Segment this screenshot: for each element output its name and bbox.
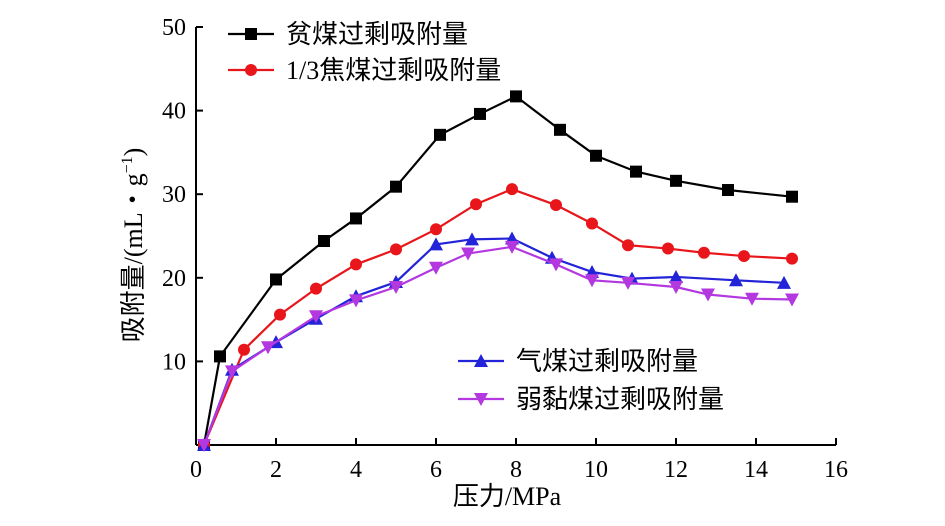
y-axis-title-main: 吸附量/(mL・g [119, 173, 148, 342]
data-point [309, 310, 323, 324]
data-point [474, 107, 486, 120]
ticks: 0 2 4 6 8 10 12 14 16 10 20 30 40 50 [162, 15, 848, 483]
data-point [786, 252, 798, 265]
series-line [202, 188, 793, 446]
legend-entry-3: 气煤过剩吸附量 [458, 347, 698, 376]
data-point [197, 439, 211, 452]
legend-marker [245, 64, 257, 76]
series-line [202, 245, 793, 446]
series-line [202, 237, 785, 446]
legend-marker [474, 393, 488, 406]
x-tick-label: 8 [510, 457, 522, 483]
data-point [630, 165, 642, 178]
data-point [349, 294, 363, 308]
y-tick-label: 30 [162, 182, 186, 208]
data-point [549, 258, 563, 272]
legend-entry-4: 弱黏煤过剩吸附量 [458, 385, 724, 414]
data-point [738, 250, 750, 263]
x-tick-label: 2 [270, 457, 282, 483]
series-layer [197, 90, 799, 452]
y-tick-label: 40 [162, 99, 186, 125]
data-point [550, 199, 562, 212]
data-point [590, 149, 602, 162]
series-4 [197, 240, 799, 452]
data-point [350, 212, 362, 225]
data-point [729, 273, 743, 287]
data-point [390, 243, 402, 256]
data-point [390, 180, 402, 193]
data-point [505, 240, 519, 254]
legend-label: 贫煤过剩吸附量 [286, 20, 468, 49]
data-point [261, 341, 275, 355]
axes [195, 27, 836, 446]
y-axis-title-superscript: −1 [119, 156, 136, 173]
y-tick-label: 20 [162, 266, 186, 292]
legend-label: 弱黏煤过剩吸附量 [516, 385, 724, 414]
data-point [465, 232, 479, 246]
x-tick-label: 12 [664, 457, 688, 483]
legend-label: 1/3焦煤过剩吸附量 [286, 56, 501, 85]
data-point [274, 308, 286, 321]
legend-entry-2: 1/3焦煤过剩吸附量 [228, 56, 501, 85]
x-tick-label: 4 [350, 457, 362, 483]
data-point [777, 275, 791, 289]
data-point [310, 282, 322, 295]
y-tick-label: 50 [162, 15, 186, 41]
x-tick-label: 14 [744, 457, 768, 483]
data-point [434, 128, 446, 141]
data-point [585, 274, 599, 288]
y-tick-label: 10 [162, 349, 186, 375]
legend-marker [245, 28, 257, 40]
data-point [785, 293, 799, 307]
x-axis-title: 压力/MPa [453, 482, 562, 511]
data-point [225, 365, 239, 379]
data-point [429, 237, 443, 251]
data-point [429, 261, 443, 275]
data-point [350, 258, 362, 271]
x-tick-label: 6 [430, 457, 442, 483]
data-point [554, 123, 566, 136]
x-tick-label: 10 [584, 457, 608, 483]
series-2 [198, 183, 798, 451]
data-point [238, 343, 250, 356]
series-1 [198, 90, 798, 451]
x-tick-label: 16 [824, 457, 848, 483]
data-point [622, 239, 634, 252]
legend-entry-1: 贫煤过剩吸附量 [228, 20, 468, 49]
legend-marker [474, 354, 488, 367]
data-point [669, 269, 683, 283]
y-axis-title: 吸附量/(mL・g−1) [119, 148, 148, 343]
y-axis-title-close: ) [119, 148, 148, 157]
data-point [461, 247, 475, 261]
data-point [670, 174, 682, 187]
data-point [621, 276, 635, 290]
data-point [701, 288, 715, 302]
data-point [786, 190, 798, 203]
data-point [745, 292, 759, 306]
data-point [430, 223, 442, 236]
data-point [270, 273, 282, 286]
legend-label: 气煤过剩吸附量 [516, 347, 698, 376]
data-point [470, 198, 482, 211]
data-point [318, 235, 330, 248]
series-3 [197, 231, 791, 451]
data-point [698, 246, 710, 259]
x-tick-label: 0 [190, 457, 202, 483]
data-point [586, 217, 598, 230]
data-point [669, 280, 683, 294]
data-point [214, 350, 226, 363]
data-point [506, 183, 518, 196]
data-point [389, 280, 403, 294]
data-point [662, 242, 674, 255]
data-point [510, 90, 522, 103]
data-point [722, 184, 734, 197]
